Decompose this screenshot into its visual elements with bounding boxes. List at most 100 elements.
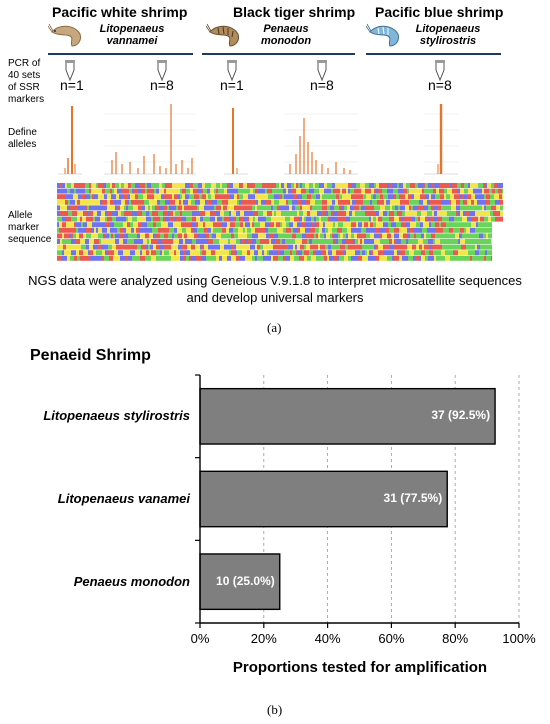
sequence-block — [279, 194, 282, 200]
sequence-block — [195, 244, 200, 250]
sequence-block — [385, 205, 390, 211]
sequence-block — [57, 227, 59, 233]
sequence-block — [291, 227, 293, 233]
sequence-block — [476, 233, 479, 239]
sequence-block — [114, 222, 119, 228]
sequence-block — [191, 255, 196, 261]
sequence-block — [169, 244, 171, 250]
sequence-block — [253, 188, 255, 194]
sequence-block — [480, 211, 484, 216]
sequence-block — [339, 194, 342, 200]
sequence-block — [316, 216, 319, 222]
sequence-block — [267, 239, 269, 244]
sequence-block — [196, 183, 198, 188]
sequence-block — [255, 233, 258, 239]
sequence-block — [178, 244, 181, 250]
n-label-1: n=8 — [150, 77, 174, 93]
sequence-block — [260, 239, 262, 244]
sequence-block — [142, 183, 145, 188]
sequence-block — [457, 183, 461, 188]
sequence-block — [397, 183, 399, 188]
sequence-block — [378, 244, 383, 250]
sequence-block — [205, 211, 210, 216]
sequence-block — [115, 239, 119, 244]
sequence-block — [282, 194, 284, 200]
sequence-block — [285, 216, 290, 222]
sequence-block — [193, 227, 197, 233]
sequence-block — [384, 199, 386, 205]
sequence-block — [414, 233, 416, 239]
sequence-block — [281, 183, 284, 188]
sequence-block — [405, 205, 409, 211]
sequence-block — [389, 183, 392, 188]
sequence-block — [420, 222, 423, 228]
sequence-block — [106, 183, 110, 188]
sequence-block — [443, 255, 445, 261]
sequence-block — [389, 216, 394, 222]
sequence-block — [355, 216, 360, 222]
sequence-block — [149, 194, 154, 200]
sequence-block — [471, 244, 475, 250]
sequence-block — [387, 188, 389, 194]
sequence-block — [334, 255, 337, 261]
sequence-block — [464, 183, 468, 188]
sequence-block — [350, 216, 355, 222]
sequence-block — [453, 250, 455, 256]
sequence-block — [65, 183, 67, 188]
sequence-block — [373, 194, 376, 200]
sequence-block — [158, 255, 161, 261]
sequence-block — [486, 227, 489, 233]
sequence-block — [245, 255, 247, 261]
sequence-block — [178, 233, 180, 239]
sequence-block — [442, 211, 447, 216]
sequence-block — [57, 205, 60, 211]
sequence-block — [479, 239, 481, 244]
sequence-block — [327, 205, 330, 211]
sequence-block — [290, 244, 293, 250]
sequence-block — [292, 233, 296, 239]
sequence-block — [246, 188, 250, 194]
sequence-block — [439, 244, 442, 250]
sequence-block — [94, 255, 96, 261]
sequence-block — [252, 255, 255, 261]
sequence-block — [216, 205, 221, 211]
sequence-block — [200, 211, 205, 216]
sequence-block — [491, 216, 495, 222]
sequence-block — [199, 239, 203, 244]
sequence-block — [149, 233, 153, 239]
sequence-block — [180, 211, 182, 216]
sequence-block — [420, 194, 425, 200]
sequence-block — [326, 250, 328, 256]
sequence-block — [444, 188, 447, 194]
sequence-block — [132, 216, 137, 222]
sequence-block — [356, 205, 359, 211]
sequence-block — [152, 211, 154, 216]
sequence-block — [182, 211, 187, 216]
sequence-block — [131, 199, 135, 205]
sequence-block — [471, 222, 476, 228]
sequence-block — [362, 255, 365, 261]
sequence-block — [415, 239, 418, 244]
sequence-block — [370, 222, 373, 228]
sequence-block — [96, 183, 98, 188]
sequence-block — [105, 222, 110, 228]
sequence-block — [83, 227, 86, 233]
sequence-block — [203, 239, 208, 244]
sequence-block — [196, 239, 199, 244]
sequence-block — [153, 199, 157, 205]
sequence-block — [184, 205, 189, 211]
sequence-block — [77, 255, 80, 261]
sequence-block — [397, 250, 400, 256]
sequence-block — [193, 250, 196, 256]
sequence-block — [60, 183, 62, 188]
sequence-block — [458, 211, 460, 216]
sequence-block — [292, 250, 296, 256]
sequence-block — [235, 250, 237, 256]
sequence-block — [106, 239, 111, 244]
category-label: Litopenaeus vanamei — [57, 491, 190, 506]
sequence-block — [198, 183, 202, 188]
sequence-block — [272, 227, 277, 233]
sequence-block — [327, 194, 332, 200]
sequence-block — [445, 255, 450, 261]
sequence-block — [142, 188, 145, 194]
